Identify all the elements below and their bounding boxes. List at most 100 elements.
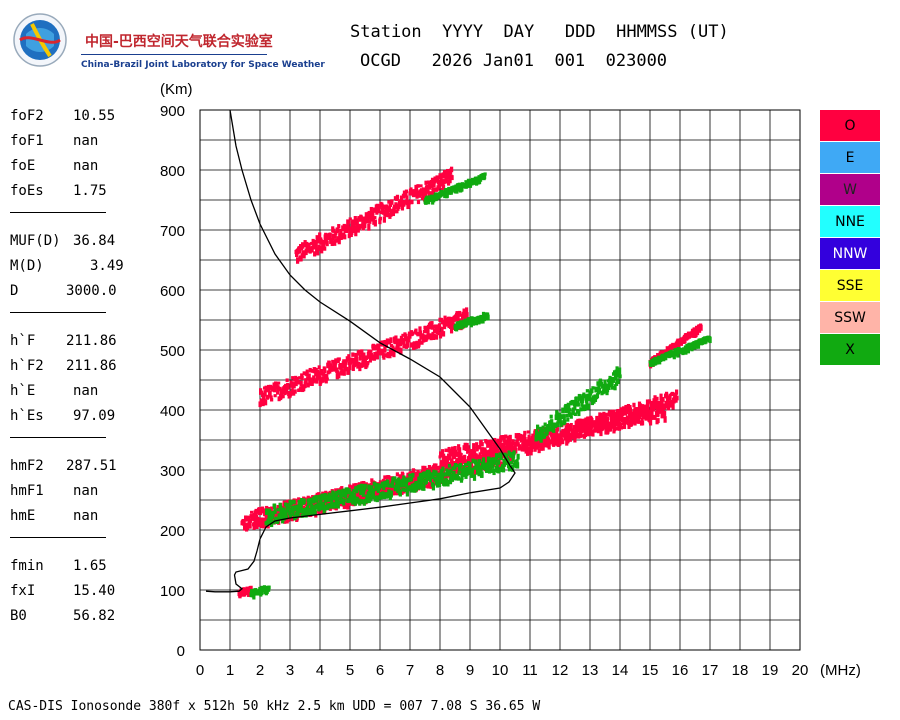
echo-point-x [493,457,498,463]
echo-point-o [375,353,379,360]
echo-point-x [497,468,501,474]
echo-point-o [441,319,445,323]
param-row: h`F2 211.86 [10,358,130,378]
echo-point-x [350,493,354,501]
echo-point-o [391,208,395,215]
echo-point-o [398,486,402,492]
echo-point-x [373,495,377,502]
echo-point-o [365,219,369,224]
echo-point-o [303,381,307,388]
echo-point-o [648,419,653,426]
echo-point-o [602,411,606,417]
echo-point-x [602,384,606,390]
echo-point-o [421,468,426,474]
echo-point-o [426,482,430,489]
echo-point-o [371,217,375,222]
echo-point-x [359,488,363,496]
echo-point-o [360,223,364,229]
echo-point-x [573,404,577,410]
param-key: h`F [10,333,36,349]
echo-point-x [372,488,376,492]
echo-point-o [617,421,622,429]
param-row: hmF1 nan [10,483,130,503]
echo-point-x [291,510,295,516]
echo-point-o [545,433,549,440]
param-value: 10.55 [73,108,116,124]
echo-point-x [452,470,456,477]
echo-point-o [670,391,675,396]
echo-point-o [419,184,423,188]
echo-point-o [651,404,656,412]
echo-point-o [404,333,408,341]
echo-point-o [628,407,633,414]
x-tick-label: 5 [346,662,354,679]
echo-point-o [654,397,658,405]
echo-point-x [559,420,563,425]
echo-point-x [686,347,691,354]
echo-point-o [514,447,518,454]
echo-point-x [566,417,570,422]
echo-point-x [355,496,359,501]
echo-point-o [392,488,396,495]
echo-point-x [543,422,547,427]
echo-point-o [523,430,527,436]
param-row: fxI 15.40 [10,583,130,603]
echo-point-x [580,401,584,407]
echo-point-o [559,434,563,439]
echo-point-o [325,374,329,381]
echo-point-x [347,499,351,504]
legend-item-nne: NNE [820,206,880,237]
echo-point-o [440,326,444,334]
echo-point-o [413,472,417,477]
echo-point-x [287,504,291,511]
echo-point-o [667,347,671,354]
echo-point-o [450,175,454,181]
echo-point-o [428,183,432,190]
echo-point-o [397,338,402,342]
echo-point-x [506,461,511,469]
lab-logo-icon [13,13,67,67]
echo-point-x [464,473,468,479]
param-key: M(D) [10,258,44,274]
echo-point-x [462,465,466,471]
echo-point-o [636,416,641,423]
echo-point-o [389,477,393,481]
echo-point-o [314,242,318,250]
echo-point-o [374,345,378,351]
echo-point-o [309,246,313,250]
echo-point-x [564,403,568,410]
echo-point-o [578,428,582,433]
echo-point-x [539,426,543,433]
echo-point-o [480,442,484,447]
echo-point-o [637,408,641,414]
echo-point-o [674,389,679,395]
echo-point-o [472,447,476,451]
echo-point-o [498,461,503,467]
echo-point-o [614,418,618,422]
echo-point-o [293,378,297,382]
echo-point-o [415,192,419,199]
echo-point-o [436,179,441,185]
echo-point-x [291,505,295,512]
param-key: foE [10,158,36,174]
echo-point-o [421,334,426,340]
echo-point-o [315,378,319,384]
echo-point-o [579,433,583,438]
echo-point-o [457,310,462,317]
echo-point-x [300,497,304,503]
echo-point-x [307,502,311,506]
echo-point-o [317,365,321,370]
param-row: foEs 1.75 [10,183,130,203]
echo-point-x [332,495,336,501]
echo-point-x [457,182,461,189]
echo-point-o [613,420,617,427]
echo-point-o [459,452,463,457]
echo-point-o [646,406,650,411]
echo-point-x [373,481,377,486]
echo-point-o [373,216,377,220]
echo-point-o [398,340,403,347]
echo-point-o [663,404,667,410]
echo-point-o [524,440,528,445]
echo-point-o [339,364,343,370]
x-tick-label: 4 [316,662,324,679]
